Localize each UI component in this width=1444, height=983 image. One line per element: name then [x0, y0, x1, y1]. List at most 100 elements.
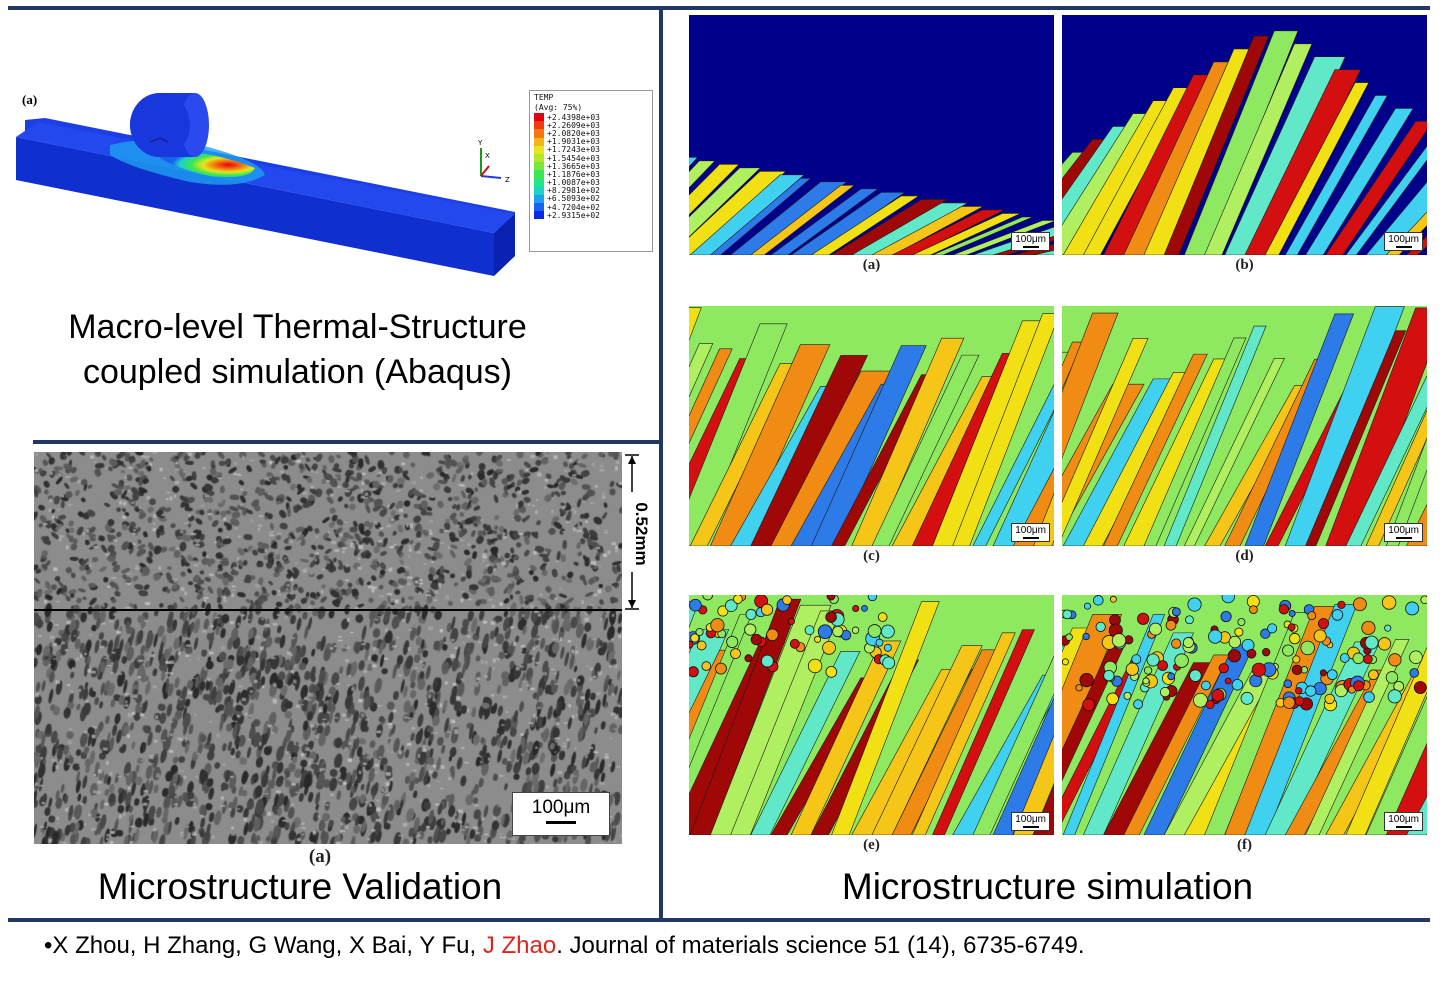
center-divider: [659, 8, 663, 920]
simulation-panel: 100μm: [689, 595, 1054, 835]
simulation-scalebar: 100μm: [1384, 523, 1423, 542]
legend-rows: +2.4398e+03 +2.2609e+03 +2.0820e+03 +1.9031…: [534, 112, 648, 220]
axis-x-label: X: [485, 152, 490, 160]
simulation-scalebar: 100μm: [1384, 812, 1423, 831]
legend-value: +8.2981e+02: [547, 186, 600, 196]
macro-caption-line2: coupled simulation (Abaqus): [82, 353, 513, 391]
reference-authors: X Zhou, H Zhang, G Wang, X Bai, Y Fu,: [52, 932, 483, 959]
legend-entry: +6.5093e+02: [534, 194, 648, 204]
bottom-border: [8, 918, 1430, 922]
grain-structure-render: [1062, 595, 1427, 835]
legend-entry: +2.4398e+03: [534, 112, 648, 122]
scale-bar-line: [1395, 826, 1412, 828]
legend-swatch: [534, 162, 544, 171]
legend-value: +1.0087e+03: [547, 178, 600, 188]
scale-bar-line: [1022, 246, 1039, 248]
grain-structure-render: [1062, 306, 1427, 546]
simulation-panel: 100μm: [689, 15, 1054, 255]
micrograph-panel-label: (a): [308, 846, 332, 867]
simulation-scalebar: 100μm: [1011, 812, 1050, 831]
legend-value: +1.7243e+03: [547, 145, 600, 155]
abaqus-panel-label: (a): [22, 92, 38, 107]
temperature-legend: TEMP (Avg: 75%) +2.4398e+03 +2.2609e+03 +2…: [529, 90, 653, 252]
validation-caption: Microstructure Validation: [97, 866, 503, 907]
legend-swatch: [534, 129, 544, 138]
legend-value: +1.3665e+03: [547, 161, 600, 171]
simulation-panel: 100μm: [1062, 306, 1427, 546]
simulation-scale-label: 100μm: [1015, 234, 1046, 245]
legend-entry: +1.5454e+03: [534, 153, 648, 163]
legend-swatch: [534, 211, 544, 220]
scale-bar-line: [1395, 246, 1412, 248]
simulation-scale-label: 100μm: [1388, 525, 1419, 536]
top-border: [8, 6, 1430, 10]
legend-entry: +1.7243e+03: [534, 145, 648, 155]
legend-entry: +8.2981e+02: [534, 186, 648, 196]
legend-swatch: [534, 121, 544, 130]
axis-z-label: Z: [505, 176, 510, 184]
micrograph-scalebar: 100μm: [512, 792, 610, 836]
grain-structure-render: [689, 595, 1054, 835]
abaqus-figure: (a) Y: [10, 80, 653, 290]
legend-swatch: [534, 145, 544, 154]
grain-structure-render: [1062, 15, 1427, 255]
legend-entry: +1.1876e+03: [534, 170, 648, 179]
reference-journal: . Journal of materials science 51 (14), …: [556, 932, 1085, 959]
legend-entry: +2.9315e+02: [534, 210, 648, 220]
legend-subtitle: (Avg: 75%): [534, 103, 583, 112]
simulation-scale-label: 100μm: [1388, 814, 1419, 825]
micrograph-scale-label: 100μm: [531, 797, 591, 818]
legend-swatch: [534, 194, 544, 204]
simulation-panel-label: (d): [1235, 548, 1254, 564]
legend-entry: +1.3665e+03: [534, 161, 648, 171]
left-middle-divider: [33, 440, 659, 444]
legend-value: +2.4398e+03: [547, 112, 600, 122]
fusion-line: [34, 609, 622, 611]
abaqus-model-render: [16, 93, 515, 276]
simulation-panel: 100μm: [689, 306, 1054, 546]
simulation-scalebar: 100μm: [1384, 232, 1423, 251]
legend-value: +2.2609e+03: [547, 120, 600, 130]
simulation-panel-label: (f): [1237, 837, 1252, 853]
simulation-panel: 100μm: [1062, 15, 1427, 255]
simulation-panel: 100μm: [1062, 595, 1427, 835]
simulation-panel-label: (b): [1235, 257, 1254, 273]
simulation-caption: Microstructure simulation: [841, 866, 1254, 907]
reference-highlight-author: J Zhao: [482, 932, 557, 959]
legend-swatch: [534, 178, 544, 187]
legend-value: +2.9315e+02: [547, 210, 600, 220]
simulation-scalebar: 100μm: [1011, 523, 1050, 542]
legend-entry: +1.0087e+03: [534, 178, 648, 188]
legend-value: +6.5093e+02: [547, 194, 600, 204]
depth-label: 0.52mm: [632, 502, 651, 566]
legend-value: +2.0820e+03: [547, 128, 600, 138]
scale-bar-line: [1022, 537, 1039, 539]
axis-triad-icon: Y X Z: [477, 139, 510, 184]
simulation-scale-label: 100μm: [1015, 525, 1046, 536]
depth-indicator: 0.52mm: [622, 452, 658, 612]
legend-swatch: [534, 113, 544, 122]
macro-caption: Macro-level Thermal-Structure coupled si…: [15, 305, 580, 395]
legend-value: +1.5454e+03: [547, 153, 600, 163]
depth-arrow-icon: [625, 454, 639, 610]
legend-entry: +2.0820e+03: [534, 128, 648, 138]
legend-swatch: [534, 203, 544, 212]
legend-swatch: [534, 170, 544, 179]
axis-y-label: Y: [477, 139, 483, 147]
simulation-scale-label: 100μm: [1388, 234, 1419, 245]
reference-bullet: •: [44, 932, 53, 959]
scale-bar-line: [1022, 826, 1039, 828]
legend-swatch: [534, 137, 544, 146]
legend-title: TEMP: [534, 93, 554, 102]
micrograph-image: 100μm: [34, 452, 622, 844]
scale-bar-line: [1395, 537, 1412, 539]
legend-swatch: [534, 153, 544, 163]
legend-value: +1.9031e+03: [547, 137, 600, 147]
legend-entry: +2.2609e+03: [534, 120, 648, 130]
grain-structure-render: [689, 15, 1054, 255]
simulation-panel-label: (c): [863, 548, 880, 564]
legend-entry: +4.7204e+02: [534, 203, 648, 212]
simulation-scale-label: 100μm: [1015, 814, 1046, 825]
legend-swatch: [534, 186, 544, 195]
reference-line: •X Zhou, H Zhang, G Wang, X Bai, Y Fu, J…: [44, 932, 1085, 960]
